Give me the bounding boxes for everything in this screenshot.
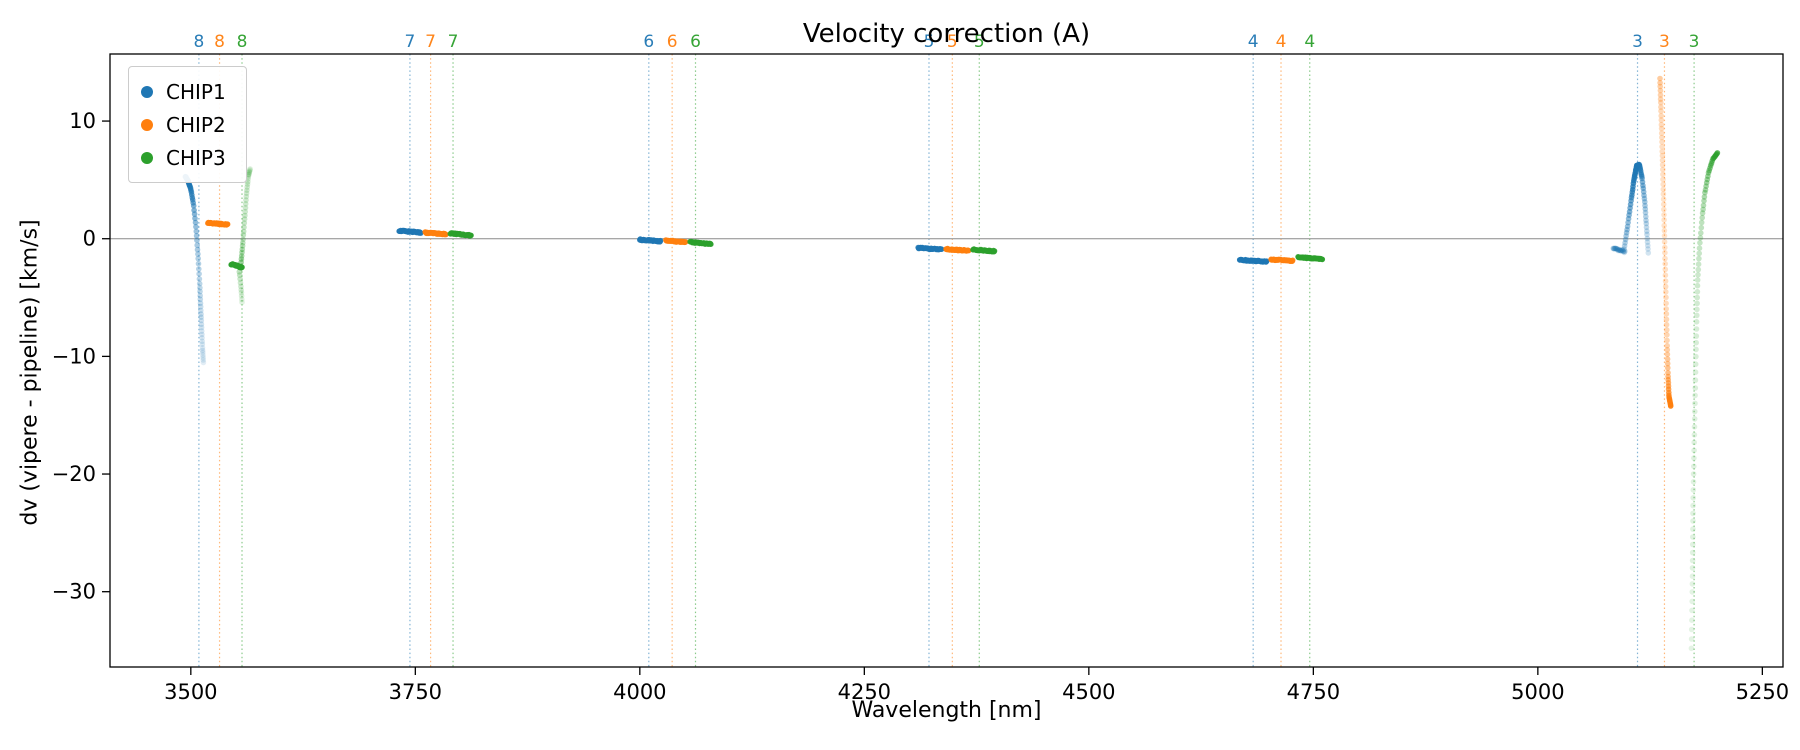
order-number-label-8-chip3: 8 xyxy=(237,32,248,52)
legend-label: CHIP1 xyxy=(166,79,226,104)
x-tick-label: 4500 xyxy=(1062,680,1115,704)
order-number-label-7-chip2: 7 xyxy=(425,32,436,52)
y-axis-label: dv (vipere - pipeline) [km/s] xyxy=(17,219,43,526)
scatter-cluster-chip1-order3 xyxy=(1610,245,1628,256)
scatter-cluster-chip2-order3 xyxy=(1657,75,1674,409)
scatter-cluster-chip3-order8 xyxy=(236,269,245,306)
order-number-label-6-chip1: 6 xyxy=(643,32,654,52)
legend-swatch-icon xyxy=(141,85,153,98)
scatter-cluster-chip2-order4 xyxy=(1268,256,1296,265)
x-tick-label: 4250 xyxy=(838,680,891,704)
x-tick-label: 5000 xyxy=(1511,680,1564,704)
y-tick-label: −20 xyxy=(52,462,96,486)
scatter-cluster-chip1-order3 xyxy=(1621,161,1652,256)
scatter-cluster-chip2-order6 xyxy=(663,237,689,246)
scatter-cluster-chip3-order8 xyxy=(228,261,245,271)
x-tick-label: 3500 xyxy=(164,680,217,704)
x-tick-label: 5250 xyxy=(1736,680,1789,704)
y-tick-label: 0 xyxy=(83,227,96,251)
scatter-cluster-chip2-order7 xyxy=(422,229,449,238)
order-number-label-7-chip1: 7 xyxy=(405,32,416,52)
scatter-cluster-chip3-order4 xyxy=(1295,253,1326,263)
scatter-cluster-chip1-order5 xyxy=(915,244,945,253)
x-tick-label: 3750 xyxy=(389,680,442,704)
order-number-label-4-chip1: 4 xyxy=(1248,32,1259,52)
x-tick-label: 4750 xyxy=(1287,680,1340,704)
order-number-label-5-chip2: 5 xyxy=(947,32,958,52)
x-tick-label: 4000 xyxy=(613,680,666,704)
scatter-cluster-chip3-order6 xyxy=(687,238,714,247)
scatter-cluster-chip1-order6 xyxy=(637,236,664,245)
order-number-label-8-chip2: 8 xyxy=(214,32,225,52)
order-number-label-4-chip2: 4 xyxy=(1276,32,1287,52)
y-tick-label: −10 xyxy=(52,344,96,368)
axes-border xyxy=(109,53,1784,668)
order-number-label-5-chip1: 5 xyxy=(924,32,935,52)
legend-item-chip3: CHIP3 xyxy=(141,141,226,174)
legend-item-chip1: CHIP1 xyxy=(141,75,226,108)
order-number-label-8-chip1: 8 xyxy=(193,32,204,52)
scatter-cluster-chip3-order5 xyxy=(970,246,998,255)
order-number-label-3-chip1: 3 xyxy=(1632,32,1643,52)
scatter-cluster-chip3-order7 xyxy=(447,230,474,239)
legend-label: CHIP3 xyxy=(166,145,226,170)
legend-item-chip2: CHIP2 xyxy=(141,108,226,141)
scatter-cluster-chip3-order8 xyxy=(238,166,253,266)
order-number-label-3-chip2: 3 xyxy=(1659,32,1670,52)
x-axis-label: Wavelength [nm] xyxy=(851,698,1042,723)
scatter-cluster-chip1-order4 xyxy=(1236,256,1270,265)
scatter-cluster-chip3-order3 xyxy=(1688,150,1721,652)
y-tick-label: 10 xyxy=(69,109,96,133)
scatter-cluster-chip1-order8 xyxy=(182,173,207,366)
order-number-label-7-chip3: 7 xyxy=(448,32,459,52)
y-tick-label: −30 xyxy=(52,580,96,604)
scatter-cluster-chip2-order5 xyxy=(943,245,972,254)
legend-swatch-icon xyxy=(141,118,153,131)
legend-box: CHIP1 CHIP2 CHIP3 xyxy=(128,66,247,183)
legend-label: CHIP2 xyxy=(166,112,226,137)
order-number-label-6-chip2: 6 xyxy=(667,32,678,52)
order-number-label-3-chip3: 3 xyxy=(1689,32,1700,52)
scatter-cluster-chip2-order8 xyxy=(205,219,231,228)
order-number-label-5-chip3: 5 xyxy=(974,32,985,52)
order-number-label-4-chip3: 4 xyxy=(1304,32,1315,52)
legend-swatch-icon xyxy=(141,151,153,164)
scatter-cluster-chip1-order7 xyxy=(396,227,424,236)
order-number-label-6-chip3: 6 xyxy=(690,32,701,52)
